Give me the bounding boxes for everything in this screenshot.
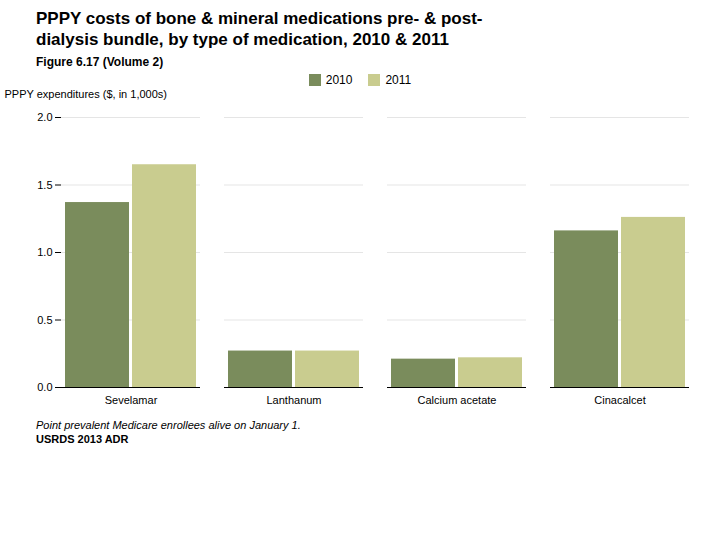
html-text:2011: 2011 xyxy=(385,72,412,87)
svg-text:Cinacalcet: Cinacalcet xyxy=(594,394,645,406)
svg-text:1.0: 1.0 xyxy=(37,246,52,258)
svg-text:0.0: 0.0 xyxy=(37,381,52,393)
svg-text:Sevelamar: Sevelamar xyxy=(105,394,158,406)
html-text:Figure 6.17 (Volume 2): Figure 6.17 (Volume 2) xyxy=(36,54,164,69)
html-text:Point prevalent Medicare enrol: Point prevalent Medicare enrollees alive… xyxy=(36,418,301,431)
svg-text:PPPY expenditures ($, in 1,000: PPPY expenditures ($, in 1,000s) xyxy=(5,88,167,100)
svg-text:Calcium acetate: Calcium acetate xyxy=(418,394,497,406)
svg-text:0.5: 0.5 xyxy=(37,313,52,325)
svg-text:2.0: 2.0 xyxy=(37,111,52,123)
html-text:USRDS 2013 ADR: USRDS 2013 ADR xyxy=(36,432,129,445)
svg-text:Lanthanum: Lanthanum xyxy=(266,394,321,406)
html-text:PPPY costs of bone & mineral m: PPPY costs of bone & mineral medications… xyxy=(36,9,483,50)
html-text:2010: 2010 xyxy=(325,72,353,87)
svg-text:1.5: 1.5 xyxy=(37,178,52,190)
